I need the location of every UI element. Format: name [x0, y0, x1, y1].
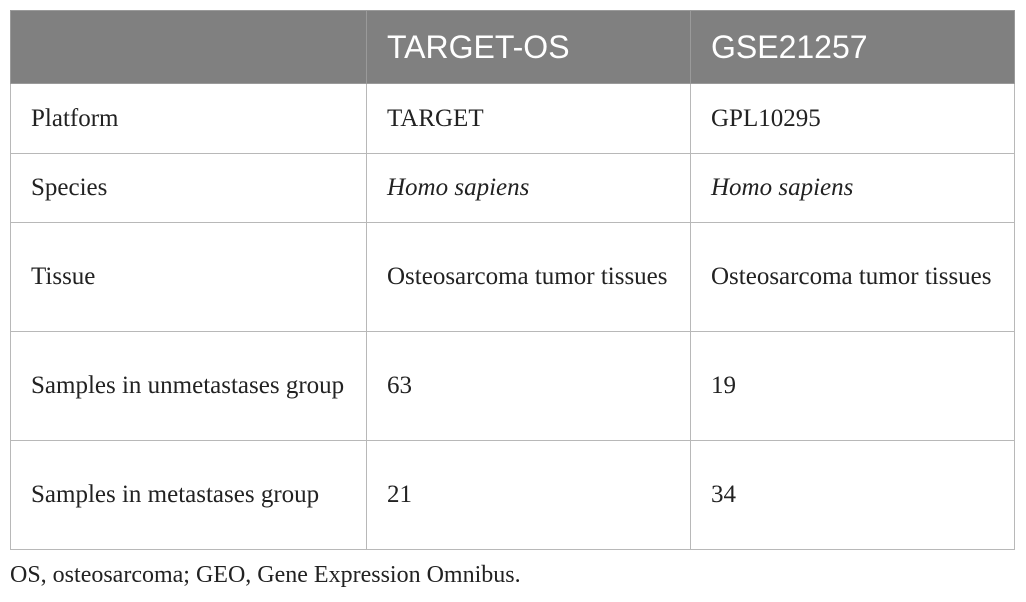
table-row: Platform TARGET GPL10295	[10, 83, 1015, 154]
header-cell-target-os: TARGET-OS	[366, 10, 691, 84]
cell-target-os: Homo sapiens	[366, 153, 691, 223]
cell-gse21257: 19	[690, 331, 1015, 441]
header-cell-gse21257: GSE21257	[690, 10, 1015, 84]
header-row: TARGET-OS GSE21257	[10, 10, 1015, 84]
row-label: Samples in unmetastases group	[10, 331, 367, 441]
table-row: Samples in metastases group 21 34	[10, 440, 1015, 550]
cell-target-os: Osteosarcoma tumor tissues	[366, 222, 691, 332]
cell-gse21257: GPL10295	[690, 83, 1015, 154]
cell-gse21257: 34	[690, 440, 1015, 550]
header-cell-empty	[10, 10, 367, 84]
table-row: Tissue Osteosarcoma tumor tissues Osteos…	[10, 222, 1015, 332]
dataset-table-container: TARGET-OS GSE21257 Platform TARGET GPL10…	[10, 10, 1015, 589]
cell-target-os: TARGET	[366, 83, 691, 154]
row-label: Tissue	[10, 222, 367, 332]
table-row: Samples in unmetastases group 63 19	[10, 331, 1015, 441]
cell-target-os: 63	[366, 331, 691, 441]
dataset-table: TARGET-OS GSE21257 Platform TARGET GPL10…	[10, 10, 1015, 550]
row-label: Samples in metastases group	[10, 440, 367, 550]
cell-gse21257: Homo sapiens	[690, 153, 1015, 223]
table-row: Species Homo sapiens Homo sapiens	[10, 153, 1015, 223]
table-footnote: OS, osteosarcoma; GEO, Gene Expression O…	[10, 562, 521, 588]
cell-gse21257: Osteosarcoma tumor tissues	[690, 222, 1015, 332]
cell-target-os: 21	[366, 440, 691, 550]
row-label: Platform	[10, 83, 367, 154]
row-label: Species	[10, 153, 367, 223]
